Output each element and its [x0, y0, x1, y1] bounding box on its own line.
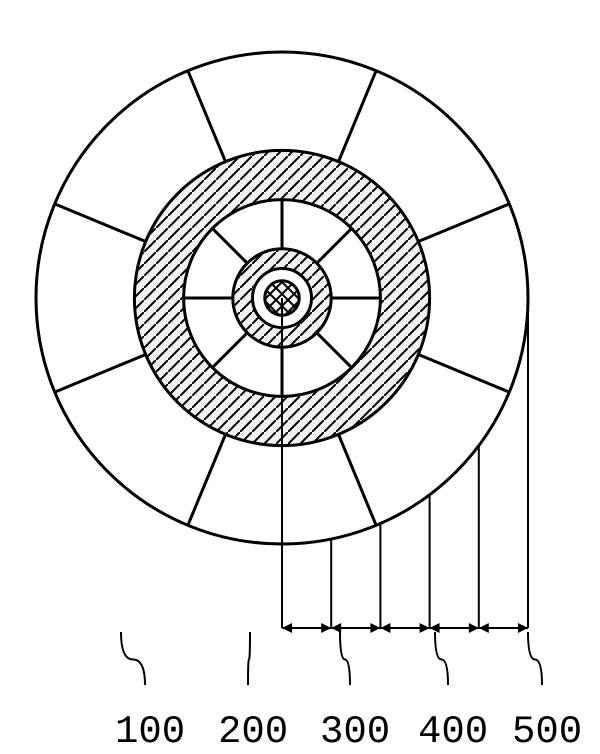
label-500: 500: [512, 713, 582, 752]
label-300: 300: [320, 713, 390, 752]
label-400: 400: [418, 713, 488, 752]
diagram-svg: [0, 0, 600, 753]
label-100: 100: [115, 713, 185, 752]
diagram-container: 100 200 300 400 500: [0, 0, 600, 753]
label-200: 200: [218, 713, 288, 752]
